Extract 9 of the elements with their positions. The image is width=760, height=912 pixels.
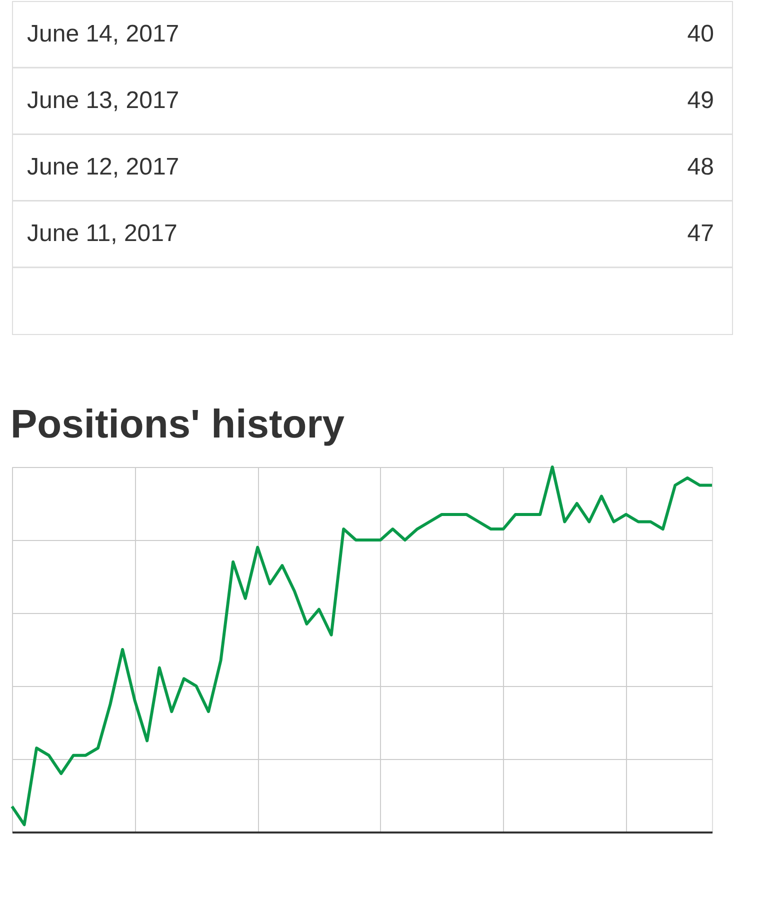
text: June 12, 2017 [27, 154, 180, 180]
text: 40 [687, 20, 714, 48]
text: 49 [687, 86, 714, 114]
text: 47 [687, 220, 714, 248]
chart-title: Positions' history [10, 402, 346, 446]
text: June 13, 2017 [27, 86, 180, 114]
text: June 14, 2017 [27, 20, 180, 48]
text: June 11, 2017 [27, 220, 178, 248]
text: 48 [687, 154, 714, 180]
